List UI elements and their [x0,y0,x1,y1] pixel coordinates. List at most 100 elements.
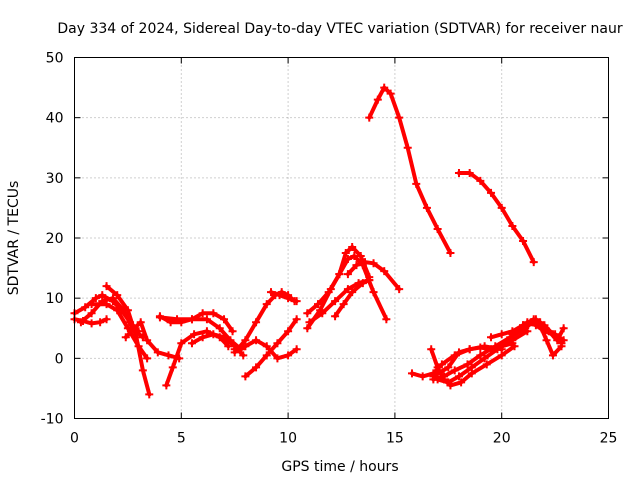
series-arc-30 [523,318,568,345]
data-point [542,336,551,345]
series-line [104,284,152,397]
data-point [113,291,122,300]
data-point [153,348,162,357]
data-point [548,351,557,360]
data-point [523,327,532,336]
data-point [326,285,335,294]
data-point [343,270,352,279]
data-point [187,315,196,324]
grid [74,57,609,419]
data-point [220,333,229,342]
data-point [339,300,348,309]
data-point [497,351,506,360]
data-point [422,203,431,212]
data-point [190,330,199,339]
x-tick-label: 25 [600,431,618,447]
data-point [130,324,139,333]
data-point [284,351,293,360]
data-point [143,336,152,345]
data-point [341,249,350,258]
series-arc-26 [433,327,532,387]
data-point [465,169,474,178]
data-point [433,224,442,233]
data-point [343,285,352,294]
data-point [559,324,568,333]
data-point [198,309,207,318]
data-point [252,363,261,372]
data-point [134,342,143,351]
data-point [523,318,532,327]
data-point [331,297,340,306]
data-point [314,300,323,309]
y-tick-label: 10 [46,291,64,307]
data-point [407,369,416,378]
data-point [275,291,284,300]
data-point [209,330,218,339]
data-point [386,89,395,98]
data-point [143,354,152,363]
data-point [241,342,250,351]
data-point [273,339,282,348]
data-point [380,83,389,92]
data-point [292,315,301,324]
data-point [168,363,177,372]
y-tick-label: 50 [46,51,64,67]
data-point [348,243,357,252]
x-axis-label: GPS time / hours [281,459,398,475]
data-point [352,261,361,270]
data-point [164,351,173,360]
data-point [446,249,455,258]
data-point [403,143,412,152]
data-point [239,351,248,360]
data-point [87,319,96,328]
data-point [121,333,130,342]
series-arc-12 [241,315,301,381]
data-point [162,381,171,390]
data-point [557,342,566,351]
data-point [365,113,374,122]
data-point [356,252,365,261]
data-point [331,312,340,321]
data-point [230,345,239,354]
data-point [215,324,224,333]
y-tick-label: -10 [41,412,64,428]
x-tick-label: 10 [279,431,297,447]
data-point [519,324,528,333]
data-point [145,390,154,399]
data-point [382,315,391,324]
data-point [202,315,211,324]
data-point [493,345,502,354]
data-point [102,282,111,291]
data-point [395,285,404,294]
data-point [450,366,459,375]
series-arc-06 [121,318,184,363]
data-point [369,288,378,297]
data-point [360,258,369,267]
data-point [454,169,463,178]
x-tick-label: 20 [493,431,511,447]
data-point [433,363,442,372]
data-point [380,267,389,276]
data-point [463,360,472,369]
data-point [87,300,96,309]
data-point [113,306,122,315]
data-point [262,342,271,351]
data-point [457,378,466,387]
data-point [177,339,186,348]
data-point [358,279,367,288]
data-point [476,343,485,352]
series-arc-20 [365,83,455,258]
data-point [531,321,540,330]
data-point [284,294,293,303]
data-point [241,372,250,381]
data-point [369,259,378,268]
data-point [305,318,314,327]
data-point [508,221,517,230]
data-point [108,294,117,303]
data-point [123,306,132,315]
y-axis-label: SDTVAR / TECUs [6,181,22,296]
data-point [444,363,453,372]
data-point [138,366,147,375]
data-point [318,309,327,318]
